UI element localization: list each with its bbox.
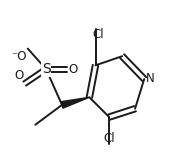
Text: O: O <box>69 63 78 76</box>
Text: O: O <box>14 69 23 82</box>
Text: Cl: Cl <box>103 132 115 145</box>
Text: S: S <box>42 62 50 76</box>
Polygon shape <box>61 97 89 108</box>
Text: ⁻O: ⁻O <box>11 50 26 63</box>
Text: Cl: Cl <box>93 28 104 41</box>
Text: N: N <box>146 72 155 85</box>
